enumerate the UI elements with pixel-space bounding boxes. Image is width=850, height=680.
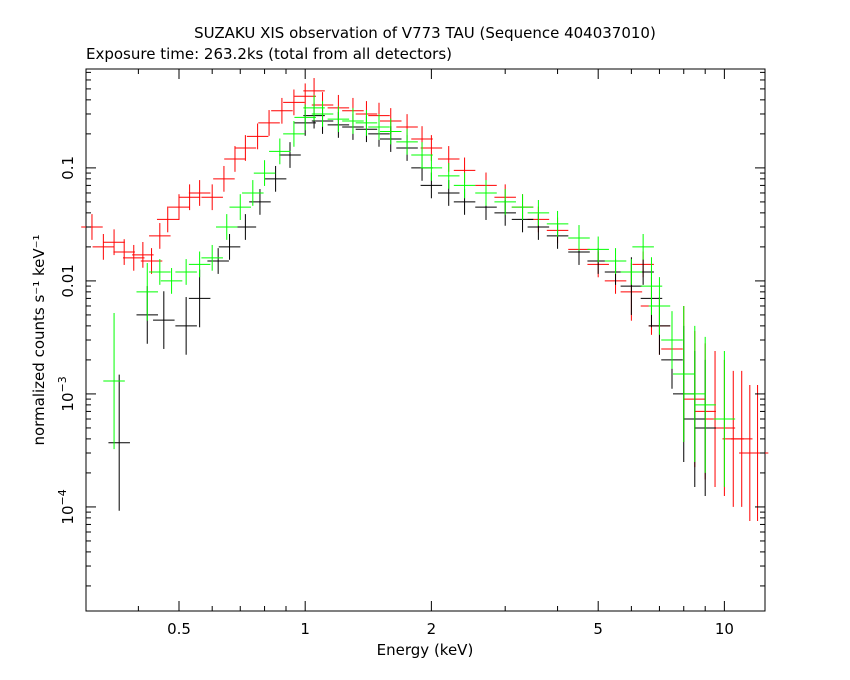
data-point [269, 138, 291, 165]
data-point [294, 104, 316, 131]
data-point [511, 194, 534, 220]
data-point [108, 374, 130, 511]
data-point [271, 97, 293, 124]
y-tick-label: 0.01 [59, 264, 77, 297]
data-point [411, 142, 433, 168]
data-point [264, 165, 287, 192]
data-point [81, 214, 103, 240]
data-point [283, 89, 305, 116]
y-tick-label: 10−3 [56, 376, 77, 411]
data-point [303, 94, 325, 121]
data-point [188, 180, 211, 206]
series-0 [81, 78, 769, 522]
data-point [546, 210, 569, 237]
data-point [368, 114, 390, 140]
data-point [648, 277, 671, 335]
data-point [140, 248, 163, 274]
data-point [153, 291, 175, 349]
data-point [620, 259, 643, 285]
data-point [92, 234, 115, 260]
data-point [188, 251, 211, 278]
data-point [713, 350, 736, 488]
data-point [604, 248, 627, 274]
data-point [149, 259, 171, 285]
data-point [224, 146, 246, 172]
chart-title: SUZAKU XIS observation of V773 TAU (Sequ… [194, 24, 656, 42]
data-point [188, 269, 211, 328]
x-tick-label: 10 [715, 620, 734, 638]
data-point [123, 244, 145, 271]
data-point [213, 165, 235, 192]
series-1 [108, 102, 716, 511]
data-point [420, 155, 443, 181]
data-point [234, 214, 257, 240]
data-point [201, 244, 223, 271]
chart-subtitle: Exposure time: 263.2ks (total from all d… [86, 45, 452, 63]
data-point [311, 101, 334, 127]
y-axis-ticks: 0.1 0.01 10−3 10−4 [56, 71, 765, 587]
data-point [234, 135, 257, 161]
data-point [218, 234, 241, 260]
data-point [215, 214, 238, 240]
data-point [475, 180, 497, 206]
data-point [568, 225, 590, 251]
y-tick-label: 0.1 [59, 156, 77, 180]
data-point [355, 110, 378, 136]
data-point [527, 199, 550, 226]
y-tick-label: 10−4 [56, 489, 77, 524]
data-point [246, 123, 269, 150]
data-point [207, 248, 229, 274]
data-point [587, 236, 609, 263]
data-point [175, 297, 197, 355]
x-axis-ticks: 0.5 1 2 5 10 [85, 69, 734, 638]
data-point [136, 263, 159, 321]
data-point [661, 311, 683, 369]
data-point [201, 184, 223, 211]
data-point [730, 370, 753, 507]
data-point [694, 336, 716, 473]
data-point [149, 223, 171, 249]
data-point [379, 118, 402, 145]
data-point [396, 128, 418, 155]
data-point [684, 325, 706, 462]
data-point [103, 229, 125, 256]
data-point [160, 268, 183, 294]
data-point [113, 239, 135, 265]
data-point [283, 120, 305, 147]
x-tick-label: 1 [300, 620, 310, 638]
y-axis-label: normalized counts s⁻¹ keV⁻¹ [30, 234, 48, 445]
data-point [640, 257, 663, 315]
data-point [132, 241, 154, 268]
data-point [258, 110, 280, 136]
data-point [168, 194, 190, 220]
data-point [327, 106, 350, 133]
data-point [156, 206, 179, 233]
data-point [672, 305, 695, 443]
data-point [453, 172, 476, 199]
data-point [494, 189, 516, 215]
data-point [279, 142, 301, 168]
data-point [103, 313, 125, 450]
x-tick-label: 0.5 [167, 620, 191, 638]
x-axis-label: Energy (keV) [377, 641, 474, 659]
series-2 [103, 94, 736, 488]
data-point [632, 234, 654, 260]
data-point [242, 180, 264, 206]
x-tick-label: 5 [593, 620, 603, 638]
data-point [229, 194, 252, 220]
x-tick-label: 2 [427, 620, 437, 638]
data-point [253, 160, 276, 186]
series-layer [81, 78, 769, 522]
data-point [178, 184, 201, 211]
data-point [437, 162, 460, 189]
data-point [342, 108, 364, 134]
data-point [175, 259, 197, 285]
